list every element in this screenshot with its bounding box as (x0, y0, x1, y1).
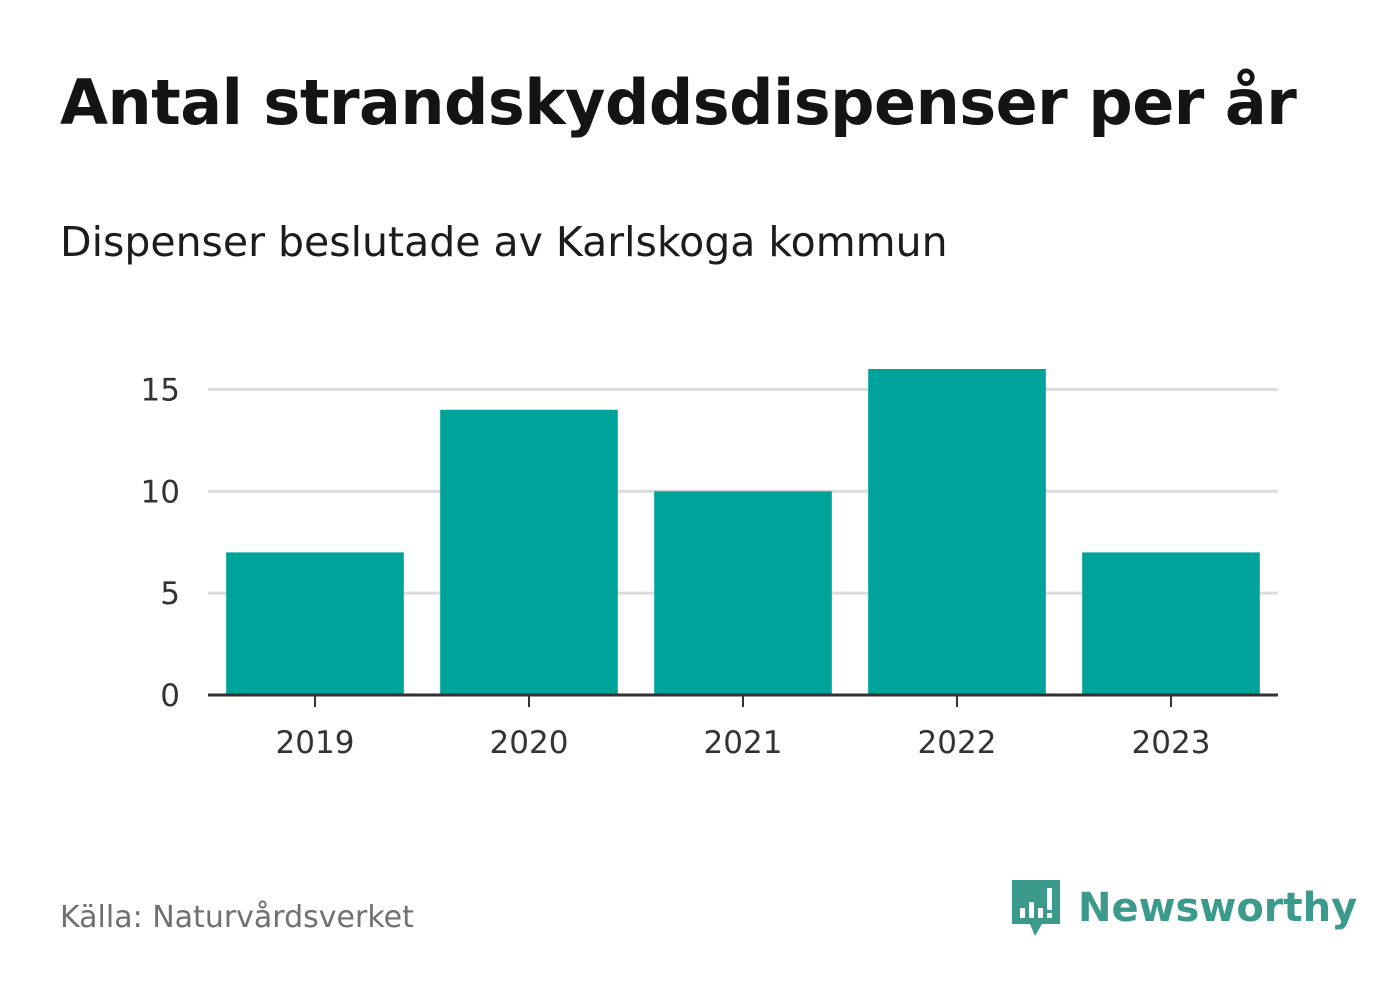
x-tick-label: 2022 (918, 725, 997, 761)
bars (226, 369, 1260, 695)
y-tick-label: 5 (160, 576, 180, 612)
axes (208, 693, 1278, 707)
bar-2022 (868, 369, 1046, 695)
y-tick-label: 0 (160, 678, 180, 714)
bar-2019 (226, 552, 404, 695)
chart-title: Antal strandskyddsdispenser per år (60, 66, 1297, 139)
x-tick-label: 2020 (490, 725, 569, 761)
y-tick-label: 15 (141, 372, 180, 408)
brand-logo[interactable]: Newsworthy (1010, 878, 1357, 938)
x-tick-label: 2021 (704, 725, 783, 761)
bar-2021 (654, 491, 832, 695)
y-tick-label: 10 (141, 474, 180, 510)
newsworthy-logo-icon (1012, 880, 1060, 936)
tick-labels: 0 5 10 15 2019 2020 2021 2022 2023 (141, 372, 1211, 761)
x-tick-label: 2019 (276, 725, 355, 761)
x-tick-label: 2023 (1132, 725, 1211, 761)
bar-2020 (440, 409, 618, 695)
bar-2023 (1082, 552, 1260, 695)
brand-name: Newsworthy (1078, 885, 1358, 931)
chart-subtitle: Dispenser beslutade av Karlskoga kommun (60, 218, 948, 266)
source-note: Källa: Naturvårdsverket (60, 900, 414, 935)
